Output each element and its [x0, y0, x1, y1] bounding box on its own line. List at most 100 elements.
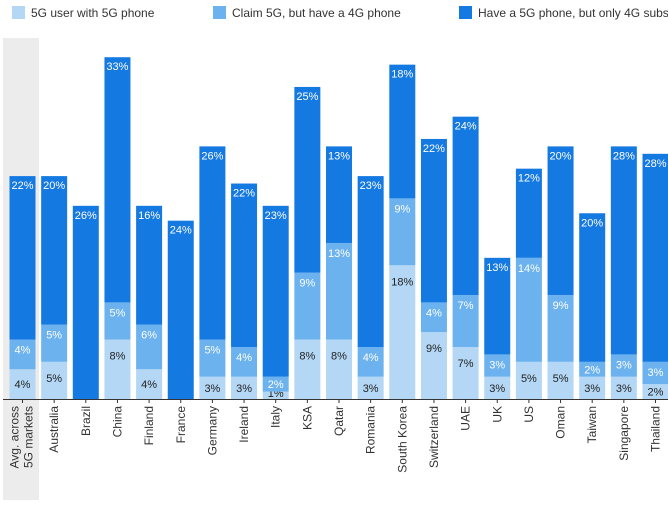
x-tick-label-2: Brazil: [79, 406, 93, 436]
legend-swatch: [459, 6, 472, 19]
data-label: 4%: [141, 379, 157, 391]
bar-segment: [104, 57, 130, 302]
bar-segment: [421, 139, 447, 302]
x-tick-label-text: Germany: [205, 406, 219, 455]
bar-stack-6: 3%5%26%: [199, 146, 225, 399]
x-tick-label-19: Singapore: [617, 406, 631, 461]
bar-segment: [263, 206, 289, 377]
x-tick-label-4: Finland: [142, 406, 156, 445]
x-tick-label-text: Ireland: [237, 406, 251, 443]
bar-segment: [326, 340, 352, 399]
bar-segment: [231, 184, 257, 347]
data-label: 13%: [328, 150, 350, 162]
data-label: 3%: [236, 383, 252, 395]
bar-stack-10: 8%13%13%: [326, 146, 352, 399]
legend-label: 5G user with 5G phone: [31, 6, 155, 20]
bar-stack-11: 3% 4% 23%: [358, 176, 384, 399]
legend-item-1: 5G user with 5G phone: [12, 6, 155, 20]
data-label: 5%: [553, 373, 569, 385]
bar-stack-13: 9% 4% 22%: [421, 139, 447, 399]
data-label: 3%: [489, 383, 505, 395]
data-label: 2%: [268, 379, 284, 391]
data-label: 26%: [75, 210, 97, 222]
data-label: 9%: [553, 300, 569, 312]
bar-segment: [294, 340, 320, 399]
x-tick-label-text: Finland: [142, 406, 156, 445]
data-label: 3%: [363, 383, 379, 395]
data-label: 9%: [426, 343, 442, 355]
data-label: 22%: [423, 143, 445, 155]
x-tick-label-13: Switzerland: [427, 406, 441, 468]
x-tick-label-18: Taiwan: [585, 406, 599, 443]
data-label: 13%: [486, 262, 508, 274]
x-tick-label-line: 5G markets: [22, 406, 36, 468]
x-tick-label-text: Switzerland: [427, 406, 441, 468]
data-label: 5%: [46, 373, 62, 385]
bar-stack-1: 5%5%20%: [41, 176, 67, 399]
legend-swatch: [213, 6, 226, 19]
x-tick-label-text: China: [110, 406, 124, 438]
bar-segment: [643, 154, 668, 362]
bar-segment: [294, 87, 320, 273]
x-tick-label-text: Singapore: [617, 406, 631, 461]
x-tick-label-20: Thailand: [649, 406, 663, 452]
x-tick-label-text: Romania: [364, 406, 378, 454]
legend-swatch: [12, 6, 25, 19]
x-tick-label-text: Oman: [554, 406, 568, 439]
data-label: 20%: [581, 217, 603, 229]
x-tick-label-16: US: [522, 406, 536, 423]
bar-segment: [168, 221, 194, 399]
x-tick-label-17: Oman: [554, 406, 568, 439]
x-tick-label-text: KSA: [300, 406, 314, 430]
data-label: 3%: [616, 383, 632, 395]
data-label: 9%: [394, 203, 410, 215]
data-label: 23%: [265, 210, 287, 222]
data-label: 4%: [363, 352, 379, 364]
x-tick-label-8: Italy: [269, 406, 283, 428]
bar-segment: [548, 146, 574, 295]
data-label: 3%: [616, 359, 632, 371]
x-tick-label-14: UAE: [459, 406, 473, 431]
data-label: 18%: [391, 276, 413, 288]
legend: 5G user with 5G phone Claim 5G, but have …: [12, 6, 668, 20]
data-label: 18%: [391, 69, 413, 81]
x-tick-label-line: Avg. across: [8, 406, 22, 468]
bar-stack-4: 4%6%16%: [136, 206, 162, 399]
data-label: 8%: [109, 351, 125, 363]
bar-segment: [73, 206, 99, 399]
x-tick-label-text: Brazil: [79, 406, 93, 436]
data-label: 23%: [360, 180, 382, 192]
data-label: 26%: [201, 150, 223, 162]
data-label: 2%: [648, 387, 664, 399]
x-tick-label-15: UK: [490, 406, 504, 423]
data-label: 24%: [455, 121, 477, 133]
data-label: 3%: [648, 367, 664, 379]
data-label: 20%: [43, 180, 65, 192]
data-label: 2%: [584, 364, 600, 376]
data-label: 16%: [138, 210, 160, 222]
data-label: 22%: [11, 180, 33, 192]
data-label: 3%: [489, 359, 505, 371]
bar-segment: [453, 117, 479, 295]
bar-segment: [10, 176, 36, 339]
bar-segment: [41, 176, 67, 325]
data-label: 3%: [584, 383, 600, 395]
x-tick-label-5: France: [174, 406, 188, 444]
bar-segment: [579, 213, 605, 362]
x-tick-label-text: France: [174, 406, 188, 444]
data-label: 20%: [550, 150, 572, 162]
bar-stack-12: 18% 9% 18%: [389, 65, 415, 399]
bar-stack-17: 5% 9% 20%: [548, 146, 574, 399]
x-tick-label-text: Thailand: [649, 406, 663, 452]
x-tick-label-10: Qatar: [332, 406, 346, 436]
bar-segment: [104, 340, 130, 399]
x-tick-label-text: UK: [490, 406, 504, 423]
bar-stack-18: 3% 2% 20%: [579, 213, 605, 399]
data-label: 4%: [426, 307, 442, 319]
x-tick-label-text: Italy: [269, 406, 283, 428]
legend-item-2: Claim 5G, but have a 4G phone: [213, 6, 401, 20]
x-tick-label-text: US: [522, 406, 536, 423]
